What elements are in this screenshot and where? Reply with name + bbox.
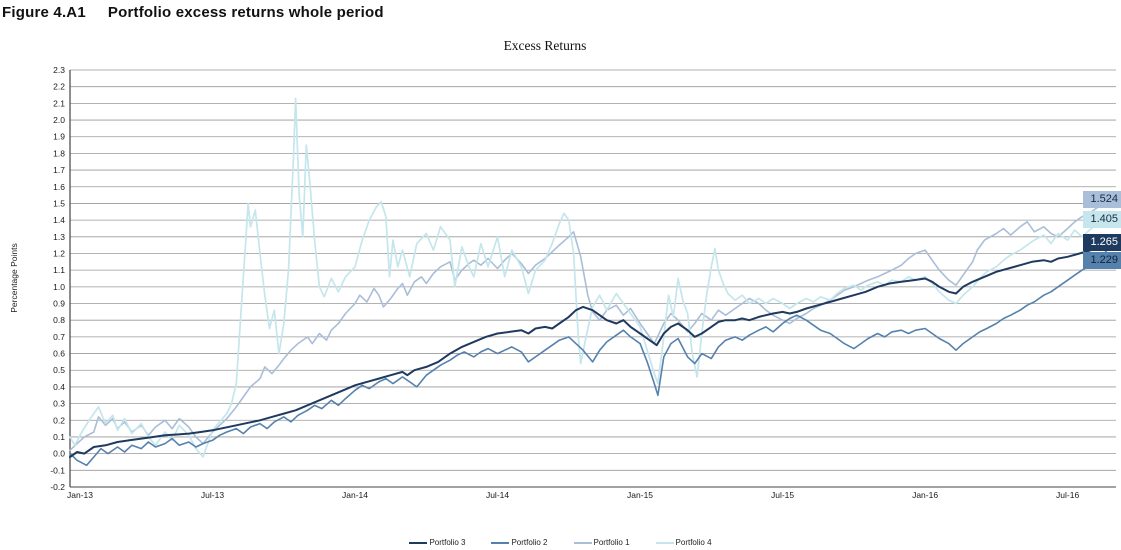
end-value-label: 1.229 bbox=[1083, 252, 1121, 270]
legend-item-portfolio-1: Portfolio 1 bbox=[573, 538, 630, 547]
series-line-portfolio-2 bbox=[69, 247, 1109, 467]
y-tick-label: 0.0 bbox=[53, 449, 65, 459]
figure-title: Portfolio excess returns whole period bbox=[107, 4, 384, 21]
y-tick-label: 0.7 bbox=[53, 332, 65, 342]
y-tick-label: 1.1 bbox=[53, 265, 65, 275]
y-tick-label: 2.0 bbox=[53, 115, 65, 125]
y-tick-label: 0.1 bbox=[53, 432, 65, 442]
legend-label: Portfolio 4 bbox=[675, 538, 712, 547]
y-tick-label: 0.9 bbox=[53, 299, 65, 309]
y-tick-label: 0.4 bbox=[53, 382, 65, 392]
x-tick-label: Jul-16 bbox=[1056, 490, 1079, 500]
y-tick-label: 1.6 bbox=[53, 182, 65, 192]
y-tick-label: 1.7 bbox=[53, 165, 65, 175]
y-tick-label: 0.3 bbox=[53, 399, 65, 409]
x-tick-label: Jul-13 bbox=[201, 490, 224, 500]
figure-number: Figure 4.A1 bbox=[2, 4, 86, 21]
x-tick-label: Jan-13 bbox=[67, 490, 93, 500]
series-line-portfolio-1 bbox=[69, 198, 1109, 452]
y-tick-label: 0.6 bbox=[53, 349, 65, 359]
figure-caption: Figure 4.A1 Portfolio excess returns whol… bbox=[2, 4, 384, 21]
legend-line-swatch bbox=[491, 541, 510, 544]
chart-title: Excess Returns bbox=[503, 38, 587, 53]
y-tick-label: 2.3 bbox=[53, 65, 65, 75]
y-tick-label: 2.1 bbox=[53, 98, 65, 108]
y-tick-label: 1.9 bbox=[53, 132, 65, 142]
legend-line-swatch bbox=[655, 541, 674, 544]
legend-item-portfolio-3: Portfolio 3 bbox=[409, 538, 465, 547]
y-tick-label: 1.3 bbox=[53, 232, 65, 242]
legend-label: Portfolio 3 bbox=[429, 538, 466, 547]
x-tick-label: Jul-14 bbox=[486, 490, 509, 500]
legend-item-portfolio-4: Portfolio 4 bbox=[655, 538, 712, 547]
y-tick-label: 0.5 bbox=[53, 365, 65, 375]
y-tick-label: -0.1 bbox=[50, 465, 65, 475]
series-line-portfolio-3 bbox=[69, 241, 1109, 458]
legend-label: Portfolio 1 bbox=[593, 538, 630, 547]
y-tick-label: 2.2 bbox=[53, 82, 65, 92]
y-tick-label: 1.5 bbox=[53, 198, 65, 208]
chart-legend: Portfolio 3 Portfolio 2 Portfolio 1 Portfol… bbox=[0, 538, 1121, 547]
y-axis-title: Percentage Points bbox=[9, 243, 19, 312]
y-tick-label: -0.2 bbox=[50, 482, 65, 492]
x-tick-label: Jan-14 bbox=[342, 490, 368, 500]
end-value-label: 1.524 bbox=[1083, 190, 1121, 208]
y-tick-label: 1.2 bbox=[53, 248, 65, 258]
legend-line-swatch bbox=[409, 541, 428, 544]
end-value-label: 1.405 bbox=[1083, 210, 1121, 228]
y-tick-label: 1.8 bbox=[53, 148, 65, 158]
y-tick-label: 1.4 bbox=[53, 215, 65, 225]
end-value-label: 1.265 bbox=[1083, 234, 1121, 252]
x-tick-label: Jan-15 bbox=[627, 490, 653, 500]
series-line-portfolio-4 bbox=[69, 97, 1109, 458]
y-tick-label: 0.2 bbox=[53, 415, 65, 425]
y-tick-label: 0.8 bbox=[53, 315, 65, 325]
y-tick-label: 1.0 bbox=[53, 282, 65, 292]
legend-line-swatch bbox=[573, 541, 592, 544]
legend-item-portfolio-2: Portfolio 2 bbox=[491, 538, 548, 547]
legend-label: Portfolio 2 bbox=[511, 538, 548, 547]
x-tick-label: Jan-16 bbox=[912, 490, 938, 500]
x-tick-label: Jul-15 bbox=[771, 490, 794, 500]
